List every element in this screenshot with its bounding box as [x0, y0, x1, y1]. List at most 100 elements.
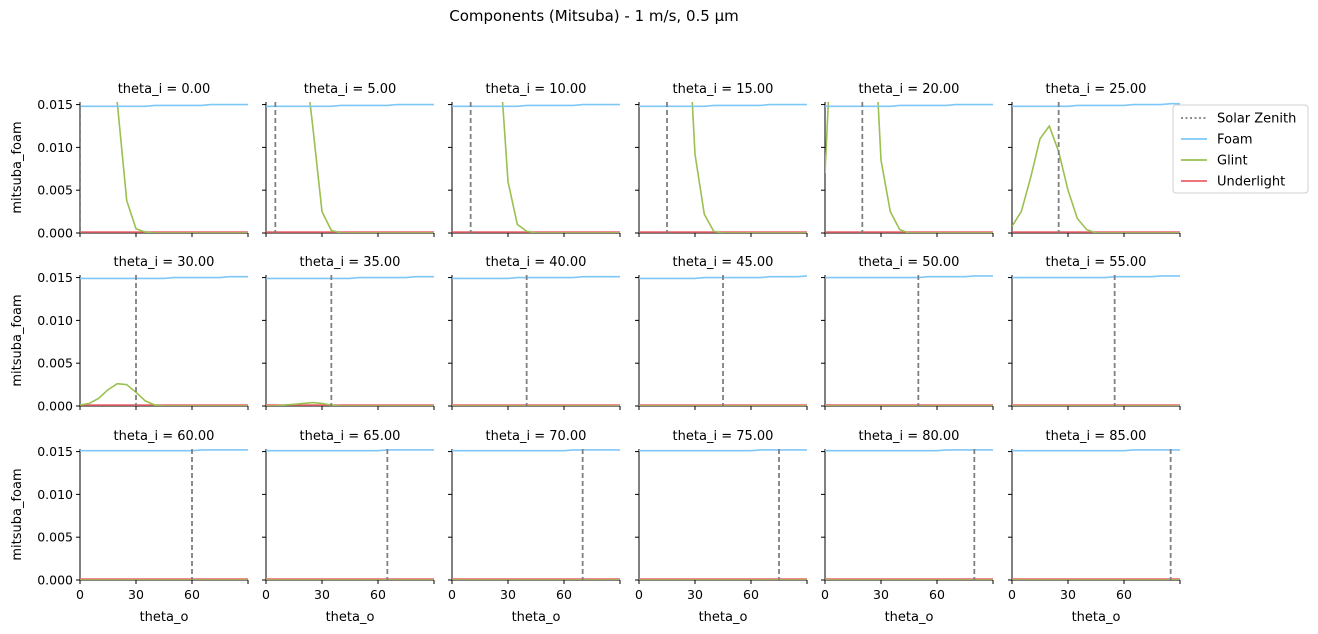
panel-title: theta_i = 40.00 [486, 255, 587, 270]
x-axis-label: theta_o [1072, 610, 1121, 625]
panel-plot-area [266, 449, 434, 580]
glint-line [691, 102, 807, 233]
y-tick-label: 0.010 [37, 313, 73, 328]
x-tick-label: 0 [76, 587, 84, 602]
foam-line [825, 449, 993, 452]
panel: theta_i = 40.00 [448, 255, 621, 410]
panel: 0.000 0.005 0.010 0.015 0 30 60 theta_i = 60.00… [10, 429, 249, 625]
panel-title: theta_i = 55.00 [1046, 255, 1147, 270]
panel-title: theta_i = 5.00 [304, 82, 397, 97]
panel: 0.000 0.005 0.010 0.015 theta_i = 30.00 mitsu… [10, 255, 249, 414]
y-tick-label: 0.010 [37, 140, 73, 155]
panel: 0 30 60 theta_i = 80.00 theta_o [821, 429, 994, 625]
foam-line [1012, 449, 1180, 452]
panel: 0.000 0.005 0.010 0.015 theta_i = 0.00 mitsub… [10, 82, 249, 241]
foam-line [80, 449, 248, 452]
x-tick-label: 0 [821, 587, 829, 602]
foam-line [80, 103, 248, 108]
panel-plot-area [639, 275, 807, 406]
panel-plot-area [1012, 102, 1180, 233]
panel-plot-area [80, 275, 248, 406]
panel-plot-area [452, 449, 620, 580]
panel: theta_i = 20.00 [821, 82, 994, 237]
x-tick-label: 60 [184, 587, 200, 602]
y-tick-label: 0.005 [37, 530, 73, 545]
foam-line [1012, 275, 1180, 279]
foam-line [825, 103, 993, 108]
y-tick-label: 0.005 [37, 183, 73, 198]
x-tick-label: 0 [262, 587, 270, 602]
panel-plot-area [80, 449, 248, 580]
x-tick-label: 0 [448, 587, 456, 602]
panels-grid: 0.000 0.005 0.010 0.015 theta_i = 0.00 mitsub… [10, 82, 1181, 625]
foam-line [452, 275, 620, 280]
x-axis-label: theta_o [699, 610, 748, 625]
panel-plot-area [1012, 275, 1180, 406]
x-tick-label: 60 [1116, 587, 1132, 602]
y-tick-label: 0.010 [37, 487, 73, 502]
x-tick-label: 30 [1060, 587, 1076, 602]
panel-title: theta_i = 30.00 [114, 255, 215, 270]
panel-plot-area [1012, 449, 1180, 580]
panel-plot-area [639, 102, 807, 233]
panel-plot-area [639, 449, 807, 580]
panel-plot-area [452, 275, 620, 406]
panel-title: theta_i = 80.00 [859, 429, 960, 444]
foam-line [266, 275, 434, 280]
panel: theta_i = 35.00 [262, 255, 435, 410]
glint-line [266, 401, 434, 406]
panel-title: theta_i = 0.00 [118, 82, 211, 97]
panel: 0 30 60 theta_i = 85.00 theta_o [1008, 429, 1181, 625]
panel-title: theta_i = 65.00 [300, 429, 401, 444]
glint-line [116, 102, 248, 233]
glint-line [1012, 124, 1180, 233]
y-axis-label: mitsuba_foam [10, 294, 25, 386]
legend: Solar Zenith Foam Glint Underlight [1172, 104, 1309, 194]
panel-title: theta_i = 45.00 [673, 255, 774, 270]
y-tick-label: 0.005 [37, 356, 73, 371]
panel-plot-area [452, 102, 620, 233]
panel-plot-area [825, 275, 993, 406]
panel-title: theta_i = 50.00 [859, 255, 960, 270]
panel-plot-area [266, 102, 434, 233]
x-tick-label: 30 [873, 587, 889, 602]
x-tick-label: 60 [556, 587, 572, 602]
foam-line [639, 449, 807, 452]
panel-title: theta_i = 85.00 [1046, 429, 1147, 444]
x-tick-label: 30 [687, 587, 703, 602]
glint-line [501, 102, 620, 233]
x-tick-label: 30 [128, 587, 144, 602]
panel-title: theta_i = 75.00 [673, 429, 774, 444]
legend-label: Foam [1217, 133, 1253, 148]
foam-line [452, 449, 620, 452]
legend-box [1172, 104, 1309, 194]
y-axis-label: mitsuba_foam [10, 468, 25, 560]
x-tick-label: 0 [635, 587, 643, 602]
x-tick-label: 60 [370, 587, 386, 602]
panel-plot-area [825, 449, 993, 580]
y-tick-label: 0.000 [37, 399, 73, 414]
foam-line [266, 103, 434, 108]
panel: theta_i = 15.00 [635, 82, 808, 237]
y-tick-label: 0.015 [37, 270, 73, 285]
panel: 0 30 60 theta_i = 70.00 theta_o [448, 429, 621, 625]
x-tick-label: 60 [743, 587, 759, 602]
panel-title: theta_i = 25.00 [1046, 82, 1147, 97]
x-tick-label: 30 [500, 587, 516, 602]
x-tick-label: 0 [1008, 587, 1016, 602]
panel-plot-area [80, 102, 248, 233]
panel: 0 30 60 theta_i = 65.00 theta_o [262, 429, 435, 625]
y-tick-label: 0.000 [37, 226, 73, 241]
foam-line [266, 449, 434, 452]
glint-line [309, 102, 434, 233]
panel: theta_i = 5.00 [262, 82, 435, 237]
y-axis-label: mitsuba_foam [10, 121, 25, 213]
x-axis-label: theta_o [512, 610, 561, 625]
panel: theta_i = 55.00 [1008, 255, 1181, 410]
x-tick-label: 30 [314, 587, 330, 602]
x-axis-label: theta_o [885, 610, 934, 625]
x-tick-label: 60 [929, 587, 945, 602]
panel: theta_i = 10.00 [448, 82, 621, 237]
panel-title: theta_i = 15.00 [673, 82, 774, 97]
